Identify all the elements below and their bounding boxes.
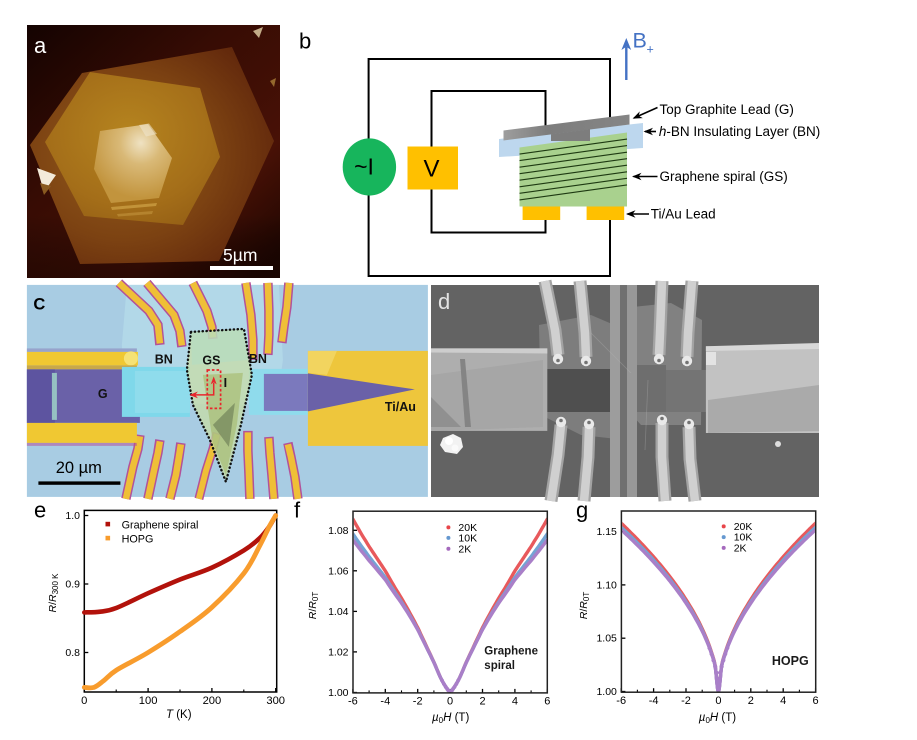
- svg-text:20K: 20K: [458, 522, 477, 534]
- svg-text:-2: -2: [681, 695, 691, 707]
- svg-text:B: B: [633, 29, 647, 53]
- svg-text:0.9: 0.9: [65, 579, 80, 591]
- svg-text:0: 0: [447, 696, 453, 708]
- svg-text:0: 0: [715, 695, 721, 707]
- svg-text:~I: ~I: [354, 154, 374, 180]
- svg-text:1.00: 1.00: [328, 687, 349, 699]
- svg-text:R/R0T: R/R0T: [578, 592, 591, 620]
- svg-text:300: 300: [266, 695, 285, 707]
- svg-text:4: 4: [780, 695, 786, 707]
- svg-text:Ti/Au: Ti/Au: [385, 400, 416, 414]
- svg-text:b: b: [299, 29, 311, 54]
- svg-text:spiral: spiral: [484, 660, 515, 672]
- svg-text:4: 4: [512, 696, 518, 708]
- svg-text:µ0H (T): µ0H (T): [699, 712, 736, 725]
- svg-text:BN: BN: [249, 352, 267, 366]
- svg-text:HOPG: HOPG: [122, 533, 154, 545]
- svg-text:1.0: 1.0: [65, 510, 80, 522]
- svg-text:6: 6: [813, 695, 819, 707]
- svg-text:+: +: [647, 43, 654, 57]
- svg-text:R/R0T: R/R0T: [307, 592, 320, 620]
- svg-text:20K: 20K: [734, 521, 753, 533]
- svg-text:10K: 10K: [458, 533, 477, 545]
- svg-text:200: 200: [203, 695, 222, 707]
- svg-text:Ti/Au Lead: Ti/Au Lead: [651, 207, 716, 222]
- svg-text:5µm: 5µm: [223, 245, 257, 265]
- svg-text:1.10: 1.10: [596, 579, 617, 591]
- svg-text:Top Graphite Lead (G): Top Graphite Lead (G): [660, 102, 794, 117]
- svg-text:2K: 2K: [458, 543, 471, 555]
- svg-text:6: 6: [544, 696, 550, 708]
- svg-text:10K: 10K: [734, 532, 753, 544]
- svg-text:2: 2: [748, 695, 754, 707]
- svg-text:Graphene spiral: Graphene spiral: [122, 519, 199, 531]
- svg-text:1.15: 1.15: [596, 526, 617, 538]
- svg-text:1.00: 1.00: [596, 686, 617, 698]
- svg-text:2: 2: [479, 696, 485, 708]
- svg-text:V: V: [423, 156, 439, 183]
- svg-text:µ0H (T): µ0H (T): [432, 712, 469, 725]
- svg-text:1.08: 1.08: [328, 525, 349, 537]
- svg-text:f: f: [294, 498, 301, 523]
- svg-text:0: 0: [81, 695, 87, 707]
- svg-text:0.8: 0.8: [65, 647, 80, 659]
- svg-text:-2: -2: [413, 696, 423, 708]
- svg-text:2K: 2K: [734, 543, 747, 555]
- svg-text:Graphene: Graphene: [484, 646, 538, 658]
- svg-text:-4: -4: [649, 695, 659, 707]
- svg-text:-6: -6: [616, 695, 626, 707]
- svg-text:HOPG: HOPG: [772, 654, 809, 668]
- svg-text:BN: BN: [155, 352, 173, 366]
- svg-text:C: C: [33, 296, 45, 314]
- svg-text:Graphene spiral (GS): Graphene spiral (GS): [660, 169, 788, 184]
- svg-text:T (K): T (K): [166, 709, 192, 721]
- svg-text:1.04: 1.04: [328, 606, 349, 618]
- svg-text:g: g: [576, 498, 588, 523]
- svg-text:GS: GS: [202, 353, 220, 367]
- svg-text:1.05: 1.05: [596, 633, 617, 645]
- svg-text:1.02: 1.02: [328, 646, 349, 658]
- svg-text:d: d: [438, 289, 450, 314]
- svg-text:I: I: [224, 376, 227, 390]
- svg-text:a: a: [34, 33, 47, 58]
- svg-text:h-BN Insulating Layer (BN): h-BN Insulating Layer (BN): [659, 124, 820, 139]
- svg-text:20 µm: 20 µm: [56, 459, 102, 477]
- svg-text:e: e: [34, 498, 46, 523]
- svg-text:-6: -6: [348, 696, 358, 708]
- svg-text:-4: -4: [380, 696, 390, 708]
- svg-text:R/R300 K: R/R300 K: [47, 573, 60, 613]
- svg-text:1.06: 1.06: [328, 565, 349, 577]
- svg-text:G: G: [98, 387, 108, 401]
- svg-text:100: 100: [139, 695, 158, 707]
